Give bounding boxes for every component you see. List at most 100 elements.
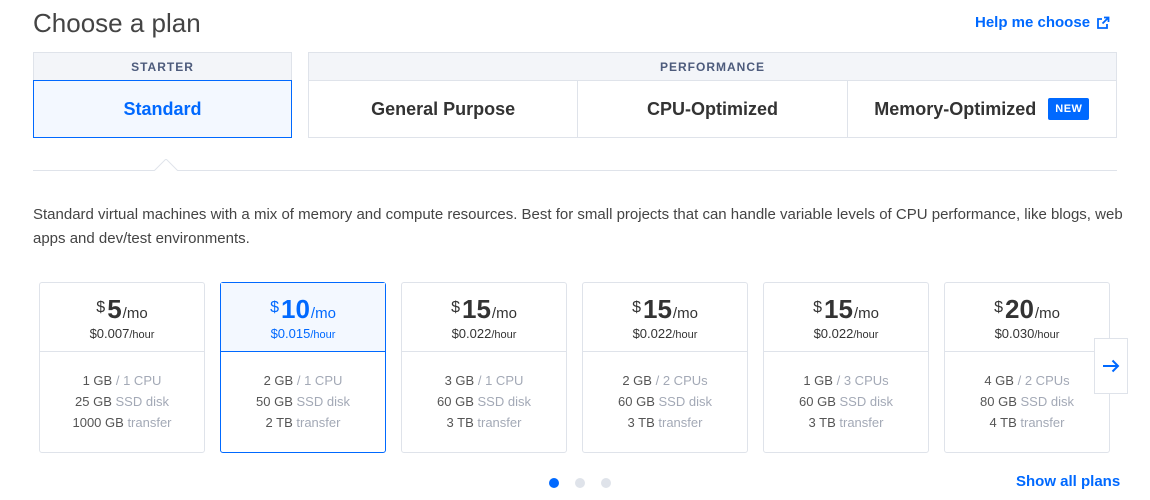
performance-group-header: PERFORMANCE <box>308 52 1117 80</box>
disk-value: 60 GB <box>437 394 474 409</box>
arrow-right-icon <box>1103 359 1120 373</box>
carousel-dot-1[interactable] <box>549 478 559 488</box>
tab-label: General Purpose <box>371 99 516 119</box>
currency-symbol: $ <box>451 299 460 316</box>
currency-symbol: $ <box>813 299 822 316</box>
hourly-price: $0.015 <box>270 326 311 341</box>
disk-label: SSD disk <box>477 394 531 409</box>
plan-specs: 1 GB / 1 CPU 25 GB SSD disk 1000 GB tran… <box>72 373 172 430</box>
cpu-value: 2 CPUs <box>662 373 708 388</box>
transfer-value: 2 TB <box>265 415 293 430</box>
plan-card[interactable]: $5/mo $0.007/hour 1 GB / 1 CPU 25 GB SSD… <box>39 282 205 453</box>
disk-value: 50 GB <box>256 394 293 409</box>
monthly-price: 5 <box>107 294 122 324</box>
hourly-unit: /hour <box>1034 329 1060 341</box>
monthly-price: 10 <box>280 294 310 324</box>
help-link-label: Help me choose <box>975 14 1091 31</box>
carousel-next-button[interactable] <box>1094 338 1128 394</box>
starter-group: STARTER Standard <box>33 52 292 138</box>
plan-price: $15/mo $0.022/hour <box>583 283 747 352</box>
starter-group-header: STARTER <box>33 52 292 80</box>
hourly-price: $0.030 <box>994 326 1035 341</box>
hourly-unit: /hour <box>853 329 879 341</box>
tab-general-purpose[interactable]: General Purpose <box>309 81 577 137</box>
cpu-value: 1 CPU <box>123 373 162 388</box>
plan-card[interactable]: $15/mo $0.022/hour 1 GB / 3 CPUs 60 GB S… <box>763 282 929 453</box>
cpu-value: 1 CPU <box>304 373 343 388</box>
plan-price: $15/mo $0.022/hour <box>764 283 928 352</box>
tab-standard[interactable]: Standard <box>33 80 292 138</box>
plan-specs: 2 GB / 1 CPU 50 GB SSD disk 2 TB transfe… <box>256 373 350 430</box>
transfer-value: 3 TB <box>627 415 655 430</box>
plan-cards: $5/mo $0.007/hour 1 GB / 1 CPU 25 GB SSD… <box>39 282 1110 453</box>
carousel-pagination <box>549 478 611 488</box>
plan-price: $20/mo $0.030/hour <box>945 283 1109 352</box>
disk-label: SSD disk <box>839 394 893 409</box>
external-link-icon <box>1097 16 1110 29</box>
plan-specs: 4 GB / 2 CPUs 80 GB SSD disk 4 TB transf… <box>980 373 1074 430</box>
plan-card-selected[interactable]: $10/mo $0.015/hour 2 GB / 1 CPU 50 GB SS… <box>220 282 386 453</box>
plan-specs: 1 GB / 3 CPUs 60 GB SSD disk 3 TB transf… <box>799 373 893 430</box>
cpu-value: 1 CPU <box>485 373 524 388</box>
carousel-dot-2[interactable] <box>575 478 585 488</box>
transfer-label: transfer <box>127 415 172 430</box>
plan-price: $15/mo $0.022/hour <box>402 283 566 352</box>
tab-memory-optimized[interactable]: Memory-Optimized NEW <box>846 81 1116 137</box>
currency-symbol: $ <box>994 299 1003 316</box>
plan-specs: 3 GB / 1 CPU 60 GB SSD disk 3 TB transfe… <box>437 373 531 430</box>
disk-label: SSD disk <box>115 394 169 409</box>
plan-price: $10/mo $0.015/hour <box>221 283 385 352</box>
disk-value: 60 GB <box>618 394 655 409</box>
memory-value: 1 GB <box>803 373 833 388</box>
transfer-label: transfer <box>658 415 703 430</box>
plan-card[interactable]: $15/mo $0.022/hour 2 GB / 2 CPUs 60 GB S… <box>582 282 748 453</box>
price-period: /mo <box>672 305 698 322</box>
cpu-value: 2 CPUs <box>1024 373 1070 388</box>
monthly-price: 15 <box>461 294 491 324</box>
memory-value: 4 GB <box>984 373 1014 388</box>
transfer-label: transfer <box>296 415 341 430</box>
show-all-plans-link[interactable]: Show all plans <box>1016 473 1121 490</box>
carousel-dot-3[interactable] <box>601 478 611 488</box>
page-title: Choose a plan <box>33 8 201 38</box>
selected-tab-caret <box>154 159 178 171</box>
tab-label: CPU-Optimized <box>646 99 778 119</box>
disk-value: 80 GB <box>980 394 1017 409</box>
price-period: /mo <box>491 305 517 322</box>
tab-divider <box>33 170 1117 171</box>
tab-label: Memory-Optimized <box>874 99 1037 119</box>
new-badge: NEW <box>1048 98 1090 120</box>
monthly-price: 15 <box>823 294 853 324</box>
hourly-unit: /hour <box>491 329 517 341</box>
transfer-label: transfer <box>839 415 884 430</box>
memory-value: 3 GB <box>444 373 475 388</box>
help-me-choose-link[interactable]: Help me choose <box>975 14 1110 31</box>
cpu-value: 3 CPUs <box>843 373 889 388</box>
memory-value: 1 GB <box>82 373 113 388</box>
hourly-price: $0.007 <box>89 326 130 341</box>
currency-symbol: $ <box>632 299 641 316</box>
performance-group: PERFORMANCE General Purpose CPU-Optimize… <box>308 52 1117 138</box>
transfer-value: 3 TB <box>808 415 836 430</box>
transfer-value: 3 TB <box>446 415 474 430</box>
plan-specs: 2 GB / 2 CPUs 60 GB SSD disk 3 TB transf… <box>618 373 712 430</box>
plan-card[interactable]: $15/mo $0.022/hour 3 GB / 1 CPU 60 GB SS… <box>401 282 567 453</box>
currency-symbol: $ <box>96 299 106 316</box>
disk-value: 25 GB <box>75 394 112 409</box>
plan-card[interactable]: $20/mo $0.030/hour 4 GB / 2 CPUs 80 GB S… <box>944 282 1110 453</box>
transfer-value: 4 TB <box>989 415 1017 430</box>
disk-label: SSD disk <box>1020 394 1074 409</box>
hourly-unit: /hour <box>310 329 336 341</box>
monthly-price: 20 <box>1004 294 1034 324</box>
memory-value: 2 GB <box>622 373 652 388</box>
disk-label: SSD disk <box>296 394 350 409</box>
disk-value: 60 GB <box>799 394 836 409</box>
tab-cpu-optimized[interactable]: CPU-Optimized <box>577 81 846 137</box>
price-period: /mo <box>853 305 879 322</box>
hourly-price: $0.022 <box>451 326 492 341</box>
transfer-label: transfer <box>1020 415 1065 430</box>
hourly-unit: /hour <box>129 329 155 341</box>
performance-tabs: General Purpose CPU-Optimized Memory-Opt… <box>308 80 1117 138</box>
hourly-unit: /hour <box>672 329 698 341</box>
transfer-value: 1000 GB <box>72 415 124 430</box>
